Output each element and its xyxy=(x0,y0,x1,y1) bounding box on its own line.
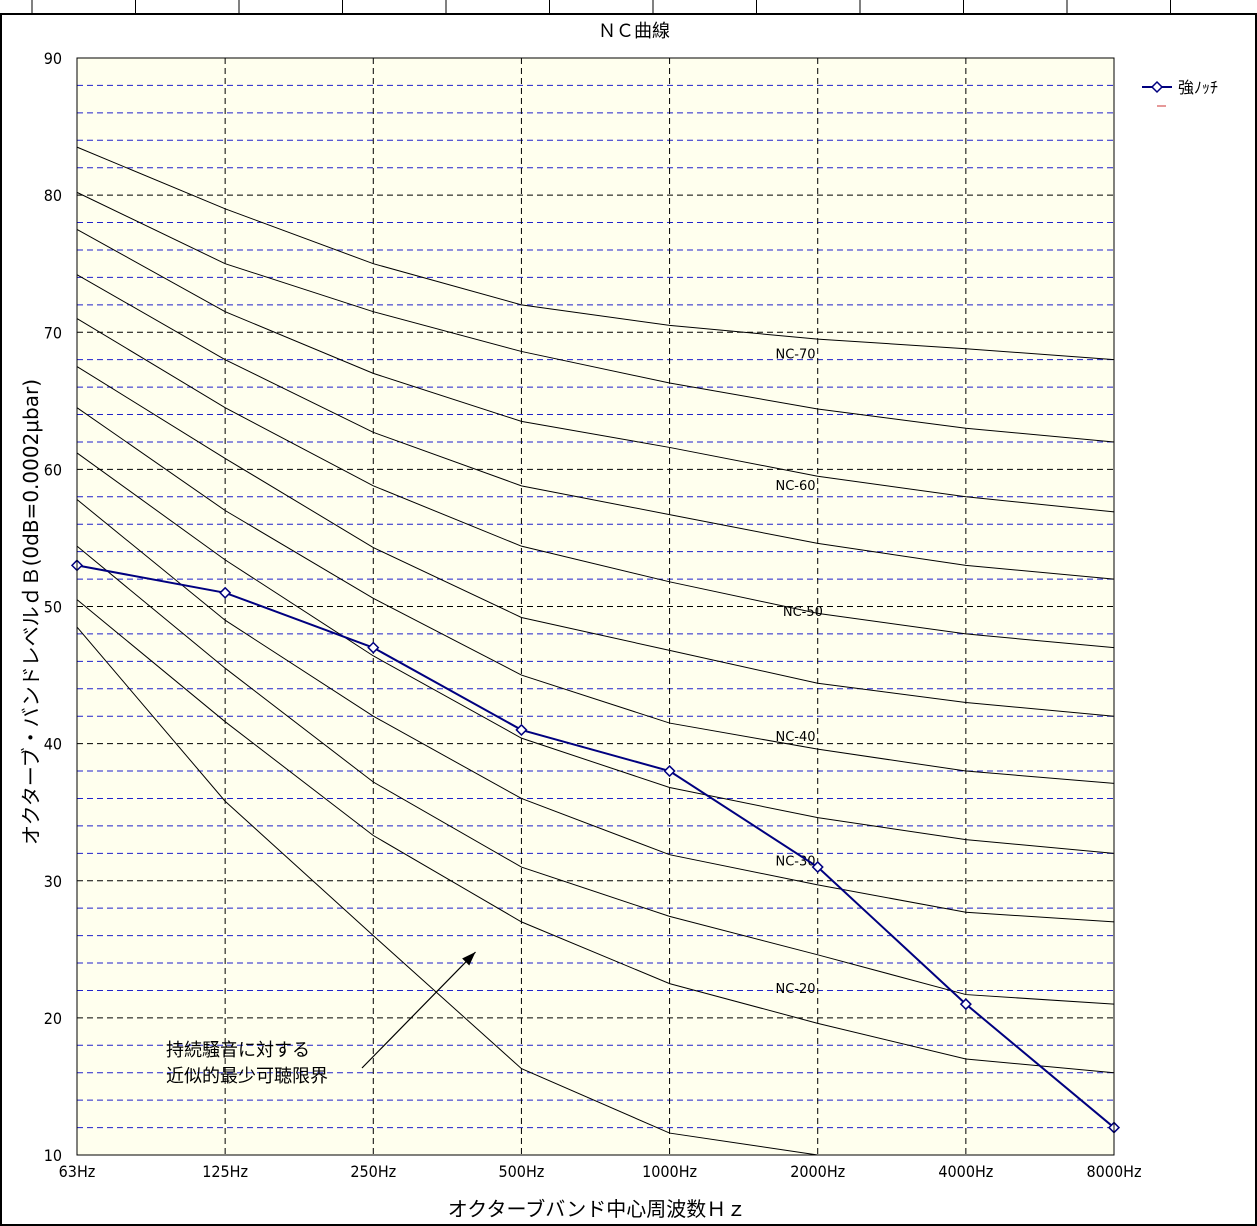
nc-curve-line xyxy=(76,545,1115,1005)
legend: 強ﾉｯﾁ xyxy=(1142,78,1218,107)
plot-area-border xyxy=(76,57,1115,1156)
y-tick-label: 50 xyxy=(44,598,62,617)
y-tick-label: 10 xyxy=(44,1146,62,1165)
nc-curve-line xyxy=(76,407,1115,784)
nc-curve-label: NC-50 xyxy=(783,605,823,620)
y-tick-label: 80 xyxy=(44,186,62,205)
nc-curve-line xyxy=(76,499,1115,923)
data-point-marker xyxy=(959,998,972,1011)
x-axis-tick-labels: 63Hz 125Hz 250Hz 500Hz 1000Hz 2000Hz 4000Hz 800… xyxy=(59,1162,1142,1181)
nc-curve-line xyxy=(76,366,1115,717)
series-line xyxy=(76,564,1115,1129)
y-tick-label: 30 xyxy=(44,872,62,891)
annotation-arrowhead xyxy=(462,952,476,966)
nc-curve-label: NC-40 xyxy=(775,730,815,745)
nc-curve-line xyxy=(76,191,1115,443)
nc-curve-label: NC-20 xyxy=(775,982,815,997)
annotation-arrow xyxy=(361,951,476,1069)
data-point-marker xyxy=(367,641,380,654)
x-tick-label: 4000Hz xyxy=(938,1162,993,1181)
annotation-line-1: 持続騒音に対する xyxy=(166,1040,310,1061)
nc-curve-line xyxy=(76,599,1115,1074)
y-tick-label: 20 xyxy=(44,1009,62,1028)
nc-curve-line xyxy=(76,274,1115,580)
y-tick-label: 70 xyxy=(44,323,62,342)
nc-curve-line xyxy=(76,318,1115,649)
nc-curve-line xyxy=(76,452,1115,854)
nc-reference-curves xyxy=(76,146,1115,1156)
x-tick-label: 125Hz xyxy=(202,1162,248,1181)
legend-marker-diamond xyxy=(1150,80,1164,94)
y-tick-label: 60 xyxy=(44,460,62,479)
nc-curve-label: NC-60 xyxy=(775,479,815,494)
y-tick-label: 40 xyxy=(44,735,62,754)
minor-gridlines xyxy=(77,84,1114,1129)
x-tick-label: 63Hz xyxy=(59,1162,96,1181)
chart-area-border xyxy=(0,13,1257,1226)
x-axis-label: オクターブバンド中心周波数Ｈｚ xyxy=(448,1197,747,1221)
nc-curve-line xyxy=(76,146,1115,361)
chart-title: ＮＣ曲線 xyxy=(598,21,670,42)
x-tick-label: 250Hz xyxy=(350,1162,396,1181)
nc-curve-line xyxy=(76,228,1115,513)
y-axis-tick-labels: 10 20 30 40 50 60 70 80 90 xyxy=(44,49,62,1165)
annotation-line-2: 近似的最少可聴限界 xyxy=(166,1066,328,1087)
nc-curve-line xyxy=(76,626,818,1156)
y-axis-label: オクターブ・バンドレベルｄＢ(0dB=0.0002μbar) xyxy=(19,379,43,845)
y-tick-label: 90 xyxy=(44,49,62,68)
x-tick-label: 8000Hz xyxy=(1086,1162,1141,1181)
data-point-marker xyxy=(663,764,676,778)
data-point-marker xyxy=(515,723,528,736)
data-point-marker xyxy=(219,586,232,599)
data-series xyxy=(70,559,1121,1134)
nc-curve-label: NC-70 xyxy=(775,347,815,362)
data-point-marker xyxy=(811,860,824,874)
hearing-threshold-annotation: 持続騒音に対する 近似的最少可聴限界 xyxy=(166,951,476,1087)
x-tick-label: 2000Hz xyxy=(790,1162,845,1181)
x-tick-label: 1000Hz xyxy=(642,1162,697,1181)
legend-label: 強ﾉｯﾁ xyxy=(1178,78,1218,97)
x-tick-label: 500Hz xyxy=(498,1162,544,1181)
major-gridlines xyxy=(77,58,1114,1155)
